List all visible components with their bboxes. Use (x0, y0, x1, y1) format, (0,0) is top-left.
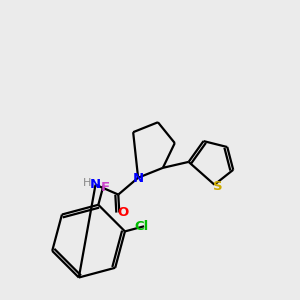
Text: N: N (133, 172, 144, 185)
Text: O: O (118, 206, 129, 219)
Text: H: H (82, 178, 91, 188)
Text: F: F (101, 181, 110, 194)
Text: Cl: Cl (134, 220, 148, 233)
Text: N: N (90, 178, 101, 191)
Text: S: S (213, 180, 222, 193)
